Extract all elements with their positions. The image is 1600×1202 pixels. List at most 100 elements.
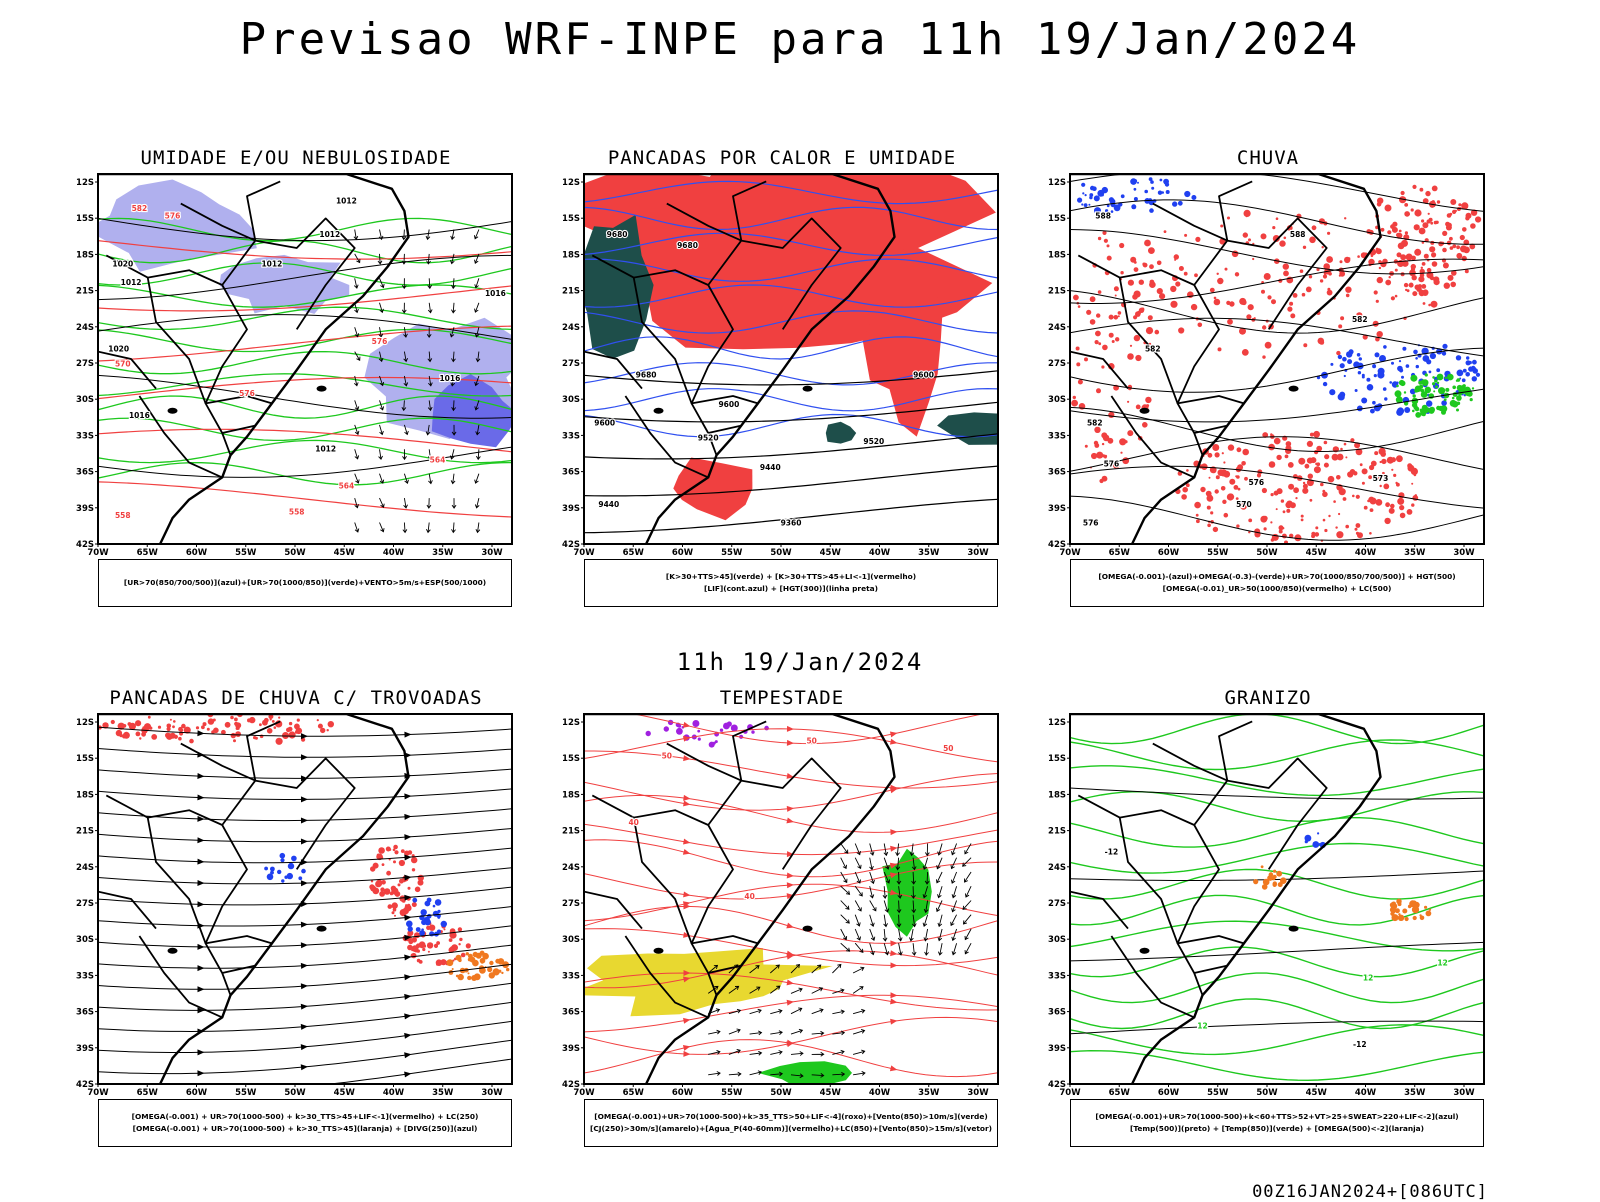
rain-cell xyxy=(1410,208,1414,212)
rain-cell xyxy=(1084,357,1088,362)
rain-cell xyxy=(1383,483,1390,490)
omega-weak-cell xyxy=(1456,369,1464,377)
severe-cell xyxy=(697,729,701,733)
streamline-arrow xyxy=(197,986,205,993)
omega-strong-cell xyxy=(1456,395,1462,401)
lat-tick-label: 12S xyxy=(76,718,94,728)
streamline-arrow xyxy=(404,954,412,961)
rain-cell xyxy=(1113,315,1119,320)
divergence-cell xyxy=(424,900,431,907)
map-tempestade[interactable]: 50 50 50 40 40 12S 15S 18S 21S 24S 27S 30S 33S 36S 39S… xyxy=(562,707,1002,1097)
omega500-cell xyxy=(1419,915,1425,921)
storm-cell xyxy=(230,715,234,720)
rain-cell xyxy=(1399,196,1407,204)
wind-vector xyxy=(911,900,917,914)
rain-cell xyxy=(1416,286,1422,292)
country-border xyxy=(1110,935,1195,1019)
lif-contour xyxy=(584,284,998,308)
wind-vector xyxy=(840,885,851,895)
omega-strong-cell xyxy=(1395,396,1403,404)
wind-vector xyxy=(427,278,433,290)
rain-cell xyxy=(1190,303,1198,311)
streamline-arrow xyxy=(786,872,794,879)
wind-vector xyxy=(379,522,385,533)
rain-cell xyxy=(1316,445,1323,452)
omega-weak-cell xyxy=(1089,193,1094,197)
storm-cell-k xyxy=(498,969,502,973)
storm-cell-k xyxy=(457,973,464,981)
rain-cell xyxy=(1260,515,1268,523)
storm-cell xyxy=(135,720,142,727)
wind-vector xyxy=(428,375,433,387)
wind-vector xyxy=(426,327,432,339)
omega-weak-cell xyxy=(1377,371,1385,379)
lon-tick-label: 55W xyxy=(721,1088,743,1097)
rain-cell xyxy=(1248,238,1251,242)
wind-vector xyxy=(811,1073,825,1078)
wind-vector xyxy=(401,278,407,290)
map-granizo[interactable]: -12 -12 12 12 12 12S 15S 18S 21S 24S 27S 30S 33S 36S 3… xyxy=(1048,707,1488,1097)
wind-vector xyxy=(832,1049,845,1055)
storm-cell xyxy=(380,887,385,892)
rain-cell xyxy=(1285,441,1292,447)
wind-vector xyxy=(854,843,861,856)
omega-weak-cell xyxy=(1397,365,1403,372)
omega-strong-cell xyxy=(1451,396,1455,400)
rain-cell xyxy=(1345,456,1348,459)
rain-cell xyxy=(1227,444,1235,451)
country-border xyxy=(1110,395,1195,479)
wind-vector xyxy=(449,449,455,460)
omega-weak-cell xyxy=(1120,194,1125,199)
storm-cell xyxy=(207,718,215,725)
rain-cell xyxy=(1240,503,1247,510)
rain-cell xyxy=(1270,538,1275,542)
divergence-cell xyxy=(264,866,268,871)
lat-tick-label: 36S xyxy=(76,468,94,478)
storm-cell xyxy=(378,847,385,854)
rain-cell xyxy=(1404,203,1409,207)
rain-cell xyxy=(1406,289,1410,293)
storm-cell xyxy=(178,736,182,741)
wind-vector xyxy=(950,914,957,927)
rain-cell xyxy=(1220,486,1226,491)
rain-cell xyxy=(1368,496,1375,503)
storm-cell xyxy=(166,726,171,732)
severe-cell xyxy=(730,724,738,732)
omega-strong-cell xyxy=(1398,379,1405,386)
rain-cell xyxy=(1324,454,1330,460)
contour-label: 576 xyxy=(165,211,181,220)
coastline xyxy=(1070,174,1382,544)
legend-line: [OMEGA(-0.001) + UR>70(1000-500) + k>30_… xyxy=(131,1112,479,1121)
lagoon-marker xyxy=(1139,407,1150,414)
rain-cell xyxy=(1181,494,1187,500)
wind-vector xyxy=(923,928,929,942)
rain-cell xyxy=(1209,287,1215,293)
rain-cell xyxy=(1342,497,1347,501)
rain-cell xyxy=(1334,446,1339,452)
thickness-contour xyxy=(98,240,512,260)
lon-tick-label: 60W xyxy=(1158,548,1180,557)
map-umidade[interactable]: 1012 1012 1012 1012 1012 1016 1016 1016 576 576 57… xyxy=(76,167,516,557)
omega-strong-cell xyxy=(1397,395,1401,399)
wind-vector xyxy=(898,943,903,956)
storm-cell xyxy=(411,856,418,864)
rain-cell xyxy=(1429,246,1436,253)
temp850-contour xyxy=(1070,920,1484,952)
rain-cell xyxy=(1336,531,1344,539)
wind-vector xyxy=(427,351,433,363)
storm-cell xyxy=(372,887,380,895)
omega-weak-cell xyxy=(1415,364,1419,369)
storm-cell xyxy=(458,943,461,946)
rain-cell xyxy=(1207,452,1213,458)
omega-weak-cell xyxy=(1110,210,1114,213)
map-chuva[interactable]: 588 588 582 582 582 576 576 576 573 570 12S 15S 18S 2… xyxy=(1048,167,1488,557)
rain-cell xyxy=(1106,244,1110,248)
country-border xyxy=(1194,402,1245,434)
map-pancadas-calor[interactable]: 9680 9680 9680 9600 9600 9600 9520 9520 9440 9440… xyxy=(562,167,1002,557)
lat-tick-label: 27S xyxy=(76,359,94,369)
rain-cell xyxy=(1413,473,1417,477)
rain-cell xyxy=(1156,288,1163,295)
rain-cell xyxy=(1229,478,1236,485)
lagoon-marker xyxy=(1288,385,1299,392)
